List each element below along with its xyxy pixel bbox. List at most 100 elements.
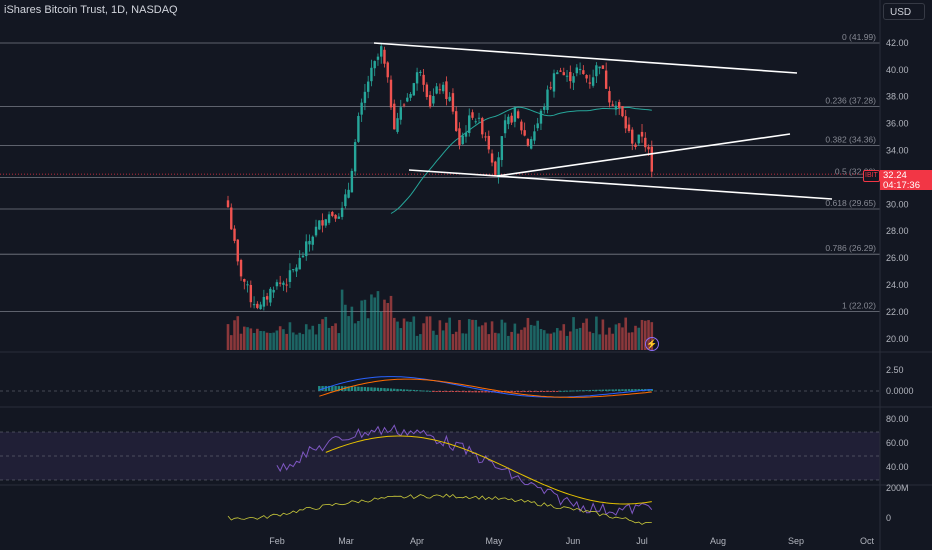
candle-body — [334, 214, 337, 219]
candle-body — [471, 112, 474, 118]
candle-body — [230, 207, 233, 230]
candle-body — [474, 121, 477, 123]
macd-histogram-bar — [578, 390, 582, 392]
volume-tick: 0 — [886, 513, 891, 523]
macd-histogram-bar — [487, 391, 490, 393]
volume-bar — [546, 333, 549, 350]
macd-histogram-bar — [396, 388, 399, 391]
macd-histogram-bar — [608, 389, 611, 391]
lightning-icon[interactable]: ⚡ — [645, 337, 659, 351]
volume-bar — [552, 332, 556, 350]
volume-bar — [285, 333, 288, 350]
macd-line — [319, 376, 652, 398]
macd-histogram-bar — [363, 387, 367, 391]
macd-histogram-bar — [451, 391, 455, 392]
candle-body — [412, 83, 416, 96]
volume-bar — [441, 330, 445, 350]
macd-histogram-bar — [604, 389, 608, 391]
candle-body — [494, 161, 497, 176]
currency-button[interactable]: USD — [883, 3, 925, 20]
volume-bar — [360, 300, 363, 350]
volume-bar — [291, 332, 295, 350]
macd-histogram-bar — [448, 391, 451, 392]
volume-bar — [419, 334, 422, 350]
macd-histogram-bar — [627, 389, 631, 391]
candle-body — [347, 189, 350, 198]
macd-histogram-bar — [634, 389, 637, 391]
time-label: Apr — [410, 536, 424, 546]
volume-bar — [249, 328, 253, 350]
macd-histogram-bar — [539, 391, 543, 392]
macd-histogram-bar — [318, 386, 321, 391]
candle-body — [441, 84, 445, 92]
price-tick: 42.00 — [886, 38, 909, 48]
macd-histogram-bar — [569, 390, 572, 392]
macd-histogram-bar — [438, 391, 442, 392]
macd-histogram-bar — [393, 388, 396, 391]
candle-body — [507, 116, 510, 125]
candle-body — [389, 79, 393, 108]
volume-bar — [621, 327, 624, 350]
macd-histogram-bar — [419, 390, 422, 392]
candle-body — [552, 73, 556, 92]
macd-histogram-bar — [441, 391, 445, 392]
candle-body — [503, 120, 507, 134]
macd-histogram-bar — [347, 386, 350, 391]
volume-bar — [389, 295, 393, 350]
time-label: Jun — [566, 536, 581, 546]
rsi-tick: 80.00 — [886, 414, 909, 424]
candle-body — [451, 93, 455, 112]
macd-histogram-bar — [559, 390, 562, 392]
candle-body — [409, 94, 412, 98]
volume-bar — [471, 319, 474, 350]
candle-body — [608, 91, 611, 103]
volume-bar — [412, 316, 416, 350]
macd-histogram-bar — [455, 391, 458, 392]
candle-body — [331, 212, 334, 216]
price-tick: 24.00 — [886, 280, 909, 290]
volume-bar — [529, 324, 533, 350]
candle-body — [432, 96, 435, 104]
macd-histogram-bar — [445, 391, 448, 392]
volume-bar — [295, 334, 298, 350]
volume-bar — [409, 321, 412, 350]
volume-bar — [634, 325, 637, 350]
candle-body — [415, 72, 419, 84]
candle-body — [611, 104, 614, 106]
macd-histogram-bar — [507, 391, 510, 393]
volume-bar — [497, 333, 500, 350]
candle-body — [288, 270, 292, 282]
candle-body — [526, 138, 530, 146]
volume-bar — [627, 332, 631, 350]
macd-histogram-bar — [383, 388, 386, 391]
candle-body — [556, 72, 559, 75]
volume-bar — [386, 302, 390, 350]
macd-histogram-bar — [350, 386, 354, 391]
candle-body — [448, 96, 451, 101]
candle-body — [497, 157, 500, 176]
candle-body — [477, 117, 481, 119]
candle-body — [435, 86, 438, 94]
volume-bar — [256, 328, 259, 350]
candle-body — [468, 115, 471, 134]
macd-histogram-bar — [526, 391, 530, 392]
volume-bar — [415, 335, 419, 350]
candle-body — [614, 105, 618, 110]
volume-bar — [611, 333, 614, 350]
candle-body — [301, 255, 305, 258]
volume-bar — [484, 322, 487, 350]
volume-bar — [259, 330, 262, 350]
volume-bar — [428, 316, 432, 350]
macd-histogram-bar — [458, 391, 461, 393]
fib-label: 1 (22.02) — [842, 301, 876, 311]
volume-bar — [272, 332, 275, 350]
volume-bar — [438, 320, 442, 350]
candle-body — [402, 104, 406, 106]
macd-histogram-bar — [468, 391, 471, 393]
volume-bar — [269, 333, 272, 350]
macd-histogram-bar — [588, 389, 592, 391]
macd-histogram-bar — [360, 386, 363, 391]
volume-bar — [608, 327, 611, 350]
volume-bar — [422, 323, 425, 350]
